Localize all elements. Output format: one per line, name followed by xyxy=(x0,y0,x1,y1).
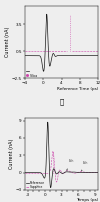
Text: Ech: Ech xyxy=(81,161,88,171)
Text: Ech: Ech xyxy=(67,159,74,170)
Y-axis label: Current (nA): Current (nA) xyxy=(5,27,10,57)
Legend: , Silica: , Silica xyxy=(26,69,37,78)
Legend: Reference, Sapphire: Reference, Sapphire xyxy=(26,181,44,189)
Y-axis label: Current (nA): Current (nA) xyxy=(9,139,14,169)
X-axis label: Temps (ps): Temps (ps) xyxy=(76,198,98,202)
X-axis label: Reference Time (ps): Reference Time (ps) xyxy=(57,87,98,91)
Text: ⓐ: ⓐ xyxy=(59,98,64,104)
